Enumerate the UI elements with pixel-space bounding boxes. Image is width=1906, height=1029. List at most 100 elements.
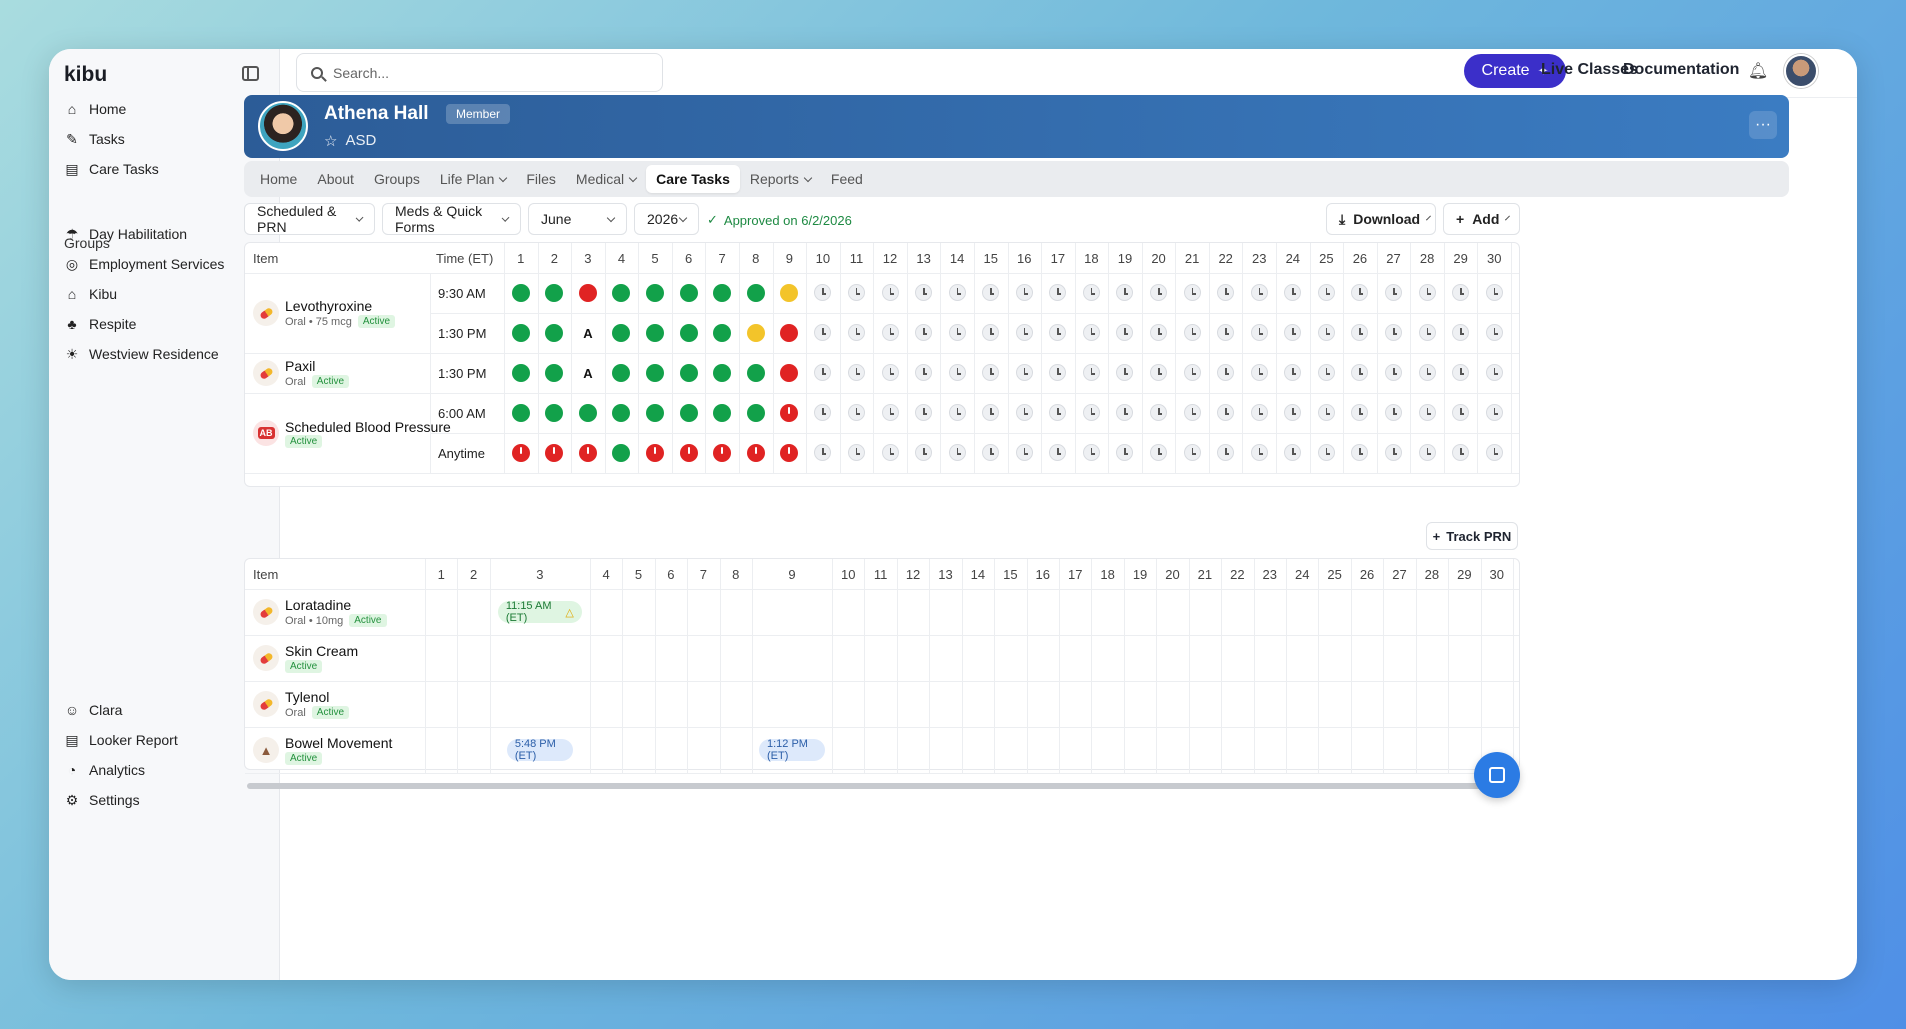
late-dot[interactable] — [646, 444, 665, 462]
clock-icon[interactable] — [1317, 364, 1335, 381]
clock-icon[interactable] — [1317, 444, 1335, 461]
clock-icon[interactable] — [948, 404, 966, 421]
clock-icon[interactable] — [982, 444, 1000, 461]
clock-icon[interactable] — [1250, 444, 1268, 461]
clock-icon[interactable] — [1049, 324, 1067, 341]
completed-dot[interactable] — [679, 284, 698, 302]
completed-dot[interactable] — [545, 404, 564, 422]
clock-icon[interactable] — [1015, 364, 1033, 381]
clock-icon[interactable] — [915, 364, 933, 381]
clock-icon[interactable] — [1217, 324, 1235, 341]
sidebar-item-looker-report[interactable]: ▤ Looker Report — [63, 727, 177, 753]
clock-icon[interactable] — [1418, 324, 1436, 341]
clock-icon[interactable] — [1250, 404, 1268, 421]
clock-icon[interactable] — [1116, 324, 1134, 341]
clock-icon[interactable] — [1049, 364, 1067, 381]
late-dot[interactable] — [780, 404, 799, 422]
clock-icon[interactable] — [814, 324, 832, 341]
completed-dot[interactable] — [612, 444, 631, 462]
clock-icon[interactable] — [915, 284, 933, 301]
clock-icon[interactable] — [1049, 284, 1067, 301]
sidebar-group-westview-residence[interactable]: ☀ Westview Residence — [63, 341, 219, 367]
live-classes-link[interactable]: Live Classes — [1541, 61, 1638, 78]
clock-icon[interactable] — [1452, 364, 1470, 381]
clock-icon[interactable] — [1452, 324, 1470, 341]
completed-dot[interactable] — [545, 364, 564, 382]
clock-icon[interactable] — [1385, 324, 1403, 341]
completed-dot[interactable] — [713, 364, 732, 382]
item-name[interactable]: Levothyroxine — [285, 298, 373, 314]
clock-icon[interactable] — [847, 324, 865, 341]
sidebar-item-analytics[interactable]: ◔ Analytics — [63, 757, 145, 783]
clock-icon[interactable] — [1183, 284, 1201, 301]
clock-icon[interactable] — [1150, 404, 1168, 421]
clock-icon[interactable] — [1183, 364, 1201, 381]
clock-icon[interactable] — [948, 324, 966, 341]
clock-icon[interactable] — [1284, 364, 1302, 381]
horizontal-scrollbar[interactable] — [247, 783, 1487, 789]
clock-icon[interactable] — [1452, 444, 1470, 461]
sidebar-group-respite[interactable]: ♣ Respite — [63, 311, 136, 337]
missed-dot[interactable] — [780, 324, 799, 342]
clock-icon[interactable] — [982, 364, 1000, 381]
sidebar-item-tasks[interactable]: ✎ Tasks — [63, 126, 125, 152]
clock-icon[interactable] — [1217, 444, 1235, 461]
clock-icon[interactable] — [1317, 324, 1335, 341]
clock-icon[interactable] — [1015, 444, 1033, 461]
clock-icon[interactable] — [1049, 444, 1067, 461]
clock-icon[interactable] — [1284, 444, 1302, 461]
completed-dot[interactable] — [545, 324, 564, 342]
clock-icon[interactable] — [1150, 284, 1168, 301]
clock-icon[interactable] — [1385, 364, 1403, 381]
clock-icon[interactable] — [1385, 404, 1403, 421]
clock-icon[interactable] — [1082, 284, 1100, 301]
clock-icon[interactable] — [1015, 324, 1033, 341]
clock-icon[interactable] — [1284, 284, 1302, 301]
completed-dot[interactable] — [679, 364, 698, 382]
clock-icon[interactable] — [1217, 364, 1235, 381]
sidebar-toggle-icon[interactable] — [242, 66, 259, 81]
clock-icon[interactable] — [881, 364, 899, 381]
sidebar-group-day-habilitation[interactable]: ☂ Day Habilitation — [63, 221, 187, 247]
clock-icon[interactable] — [1082, 364, 1100, 381]
completed-dot[interactable] — [578, 404, 597, 422]
type-filter[interactable]: Scheduled & PRN — [244, 203, 375, 235]
completed-dot[interactable] — [646, 284, 665, 302]
clock-icon[interactable] — [982, 284, 1000, 301]
clock-icon[interactable] — [1082, 444, 1100, 461]
clock-icon[interactable] — [1351, 324, 1369, 341]
app-logo[interactable]: kibu — [64, 63, 108, 86]
clock-icon[interactable] — [1250, 284, 1268, 301]
clock-icon[interactable] — [948, 284, 966, 301]
compose-button[interactable] — [1474, 752, 1520, 798]
clock-icon[interactable] — [814, 404, 832, 421]
clock-icon[interactable] — [814, 284, 832, 301]
clock-icon[interactable] — [1116, 444, 1134, 461]
more-options-button[interactable]: ··· — [1749, 111, 1777, 139]
prn-event-pill[interactable]: 11:15 AM (ET) △ — [497, 600, 582, 624]
clock-icon[interactable] — [1485, 324, 1503, 341]
year-filter[interactable]: 2026 — [634, 203, 699, 235]
clock-icon[interactable] — [982, 324, 1000, 341]
completed-dot[interactable] — [713, 284, 732, 302]
item-name[interactable]: Scheduled Blood Pressure — [285, 419, 451, 435]
clock-icon[interactable] — [1385, 444, 1403, 461]
clock-icon[interactable] — [1250, 364, 1268, 381]
clock-icon[interactable] — [915, 444, 933, 461]
absent-marker[interactable]: A — [583, 326, 593, 341]
clock-icon[interactable] — [881, 324, 899, 341]
clock-icon[interactable] — [915, 324, 933, 341]
completed-dot[interactable] — [612, 364, 631, 382]
clock-icon[interactable] — [1317, 404, 1335, 421]
clock-icon[interactable] — [915, 404, 933, 421]
tab-care-tasks[interactable]: Care Tasks — [646, 165, 740, 193]
sidebar-item-care-tasks[interactable]: ▤ Care Tasks — [63, 156, 158, 182]
star-icon[interactable]: ☆ — [324, 133, 338, 150]
completed-dot[interactable] — [679, 324, 698, 342]
late-dot[interactable] — [511, 444, 530, 462]
completed-dot[interactable] — [746, 404, 765, 422]
item-name[interactable]: Tylenol — [285, 689, 330, 705]
late-dot[interactable] — [578, 444, 597, 462]
item-name[interactable]: Paxil — [285, 358, 316, 374]
late-dot[interactable] — [679, 444, 698, 462]
